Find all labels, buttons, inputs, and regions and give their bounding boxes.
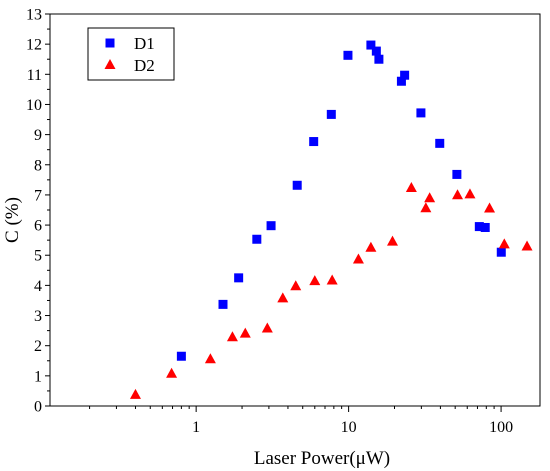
data-point-d2 — [166, 367, 178, 378]
x-tick-label: 1 — [192, 419, 200, 436]
data-point-d1 — [176, 351, 186, 361]
data-point-d1 — [400, 70, 410, 80]
data-point-d2 — [484, 202, 496, 213]
data-point-d1 — [343, 50, 353, 60]
x-tick-label: 100 — [489, 419, 513, 436]
data-point-d2 — [498, 238, 510, 249]
data-point-d2 — [204, 353, 216, 364]
data-point-d1 — [480, 222, 490, 232]
y-tick-label: 12 — [26, 37, 42, 54]
y-tick-label: 9 — [34, 127, 42, 144]
data-point-d2 — [290, 280, 302, 291]
data-point-d1 — [435, 138, 445, 148]
data-point-d1 — [366, 40, 376, 50]
data-point-d2 — [309, 275, 321, 286]
legend-box — [87, 27, 175, 81]
y-tick-label: 8 — [34, 157, 42, 174]
legend-marker-d1 — [105, 38, 115, 48]
y-tick-label: 0 — [34, 399, 42, 416]
data-point-d1 — [474, 222, 484, 232]
data-point-d2 — [420, 202, 432, 213]
data-point-d2 — [239, 327, 251, 338]
data-point-d1 — [218, 299, 228, 309]
x-axis-label: Laser Power(μW) — [254, 448, 390, 469]
x-tick-label: 10 — [341, 419, 357, 436]
y-tick-label: 13 — [26, 7, 42, 24]
y-tick-label: 10 — [26, 97, 42, 114]
data-point-d1 — [309, 137, 319, 147]
data-point-d1 — [496, 247, 506, 257]
data-point-d1 — [266, 221, 276, 231]
data-point-d1 — [374, 54, 384, 64]
data-point-d1 — [371, 46, 381, 56]
y-tick-label: 2 — [34, 338, 42, 355]
data-point-d2 — [226, 331, 238, 342]
data-point-d2 — [521, 240, 533, 251]
legend-marker-d2 — [104, 59, 116, 69]
y-tick-label: 5 — [34, 248, 42, 265]
y-tick-label: 4 — [34, 278, 42, 295]
data-point-d2 — [464, 188, 476, 199]
data-point-d2 — [452, 189, 464, 200]
data-point-d1 — [416, 108, 426, 118]
data-point-d1 — [234, 273, 244, 283]
data-point-d2 — [386, 235, 398, 246]
y-tick-label: 6 — [34, 218, 42, 235]
data-point-d1 — [452, 169, 462, 179]
data-point-d2 — [277, 292, 289, 303]
data-point-d1 — [396, 76, 406, 86]
data-point-d2 — [424, 192, 436, 203]
y-tick-label: 7 — [34, 187, 42, 204]
data-point-d1 — [252, 234, 262, 244]
data-point-d2 — [405, 181, 417, 192]
data-point-d2 — [261, 322, 273, 333]
legend-label-d2: D2 — [134, 56, 155, 75]
legend-label-d1: D1 — [134, 34, 155, 53]
data-point-d2 — [365, 241, 377, 252]
data-point-d2 — [326, 274, 338, 285]
data-point-d2 — [129, 388, 141, 399]
y-tick-label: 3 — [34, 308, 42, 325]
data-point-d2 — [352, 253, 364, 264]
y-tick-label: 1 — [34, 368, 42, 385]
data-point-d1 — [292, 180, 302, 190]
y-tick-label: 11 — [27, 67, 42, 84]
data-point-d1 — [326, 109, 336, 119]
y-axis-label: C (%) — [2, 197, 23, 243]
